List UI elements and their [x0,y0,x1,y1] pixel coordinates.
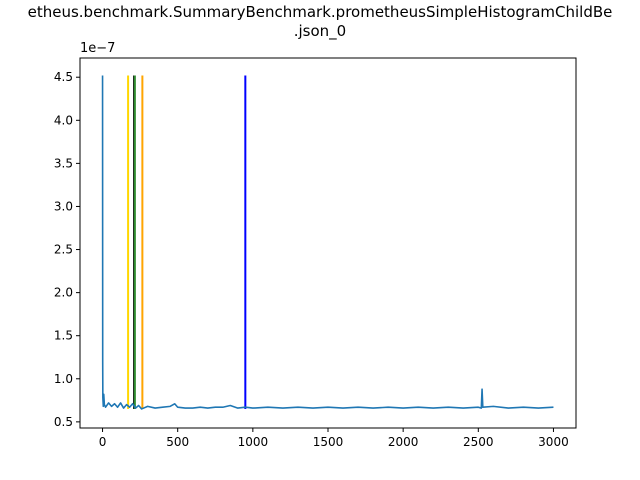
x-tick-label: 0 [99,435,107,449]
y-offset-label: 1e−7 [80,41,115,56]
y-tick-label: 3.0 [54,199,73,213]
y-tick-label: 4.0 [54,113,73,127]
series-line-0 [101,75,554,410]
x-tick-label: 3000 [538,435,569,449]
x-tick-label: 1500 [313,435,344,449]
y-tick-label: 2.5 [54,243,73,257]
y-axis: 0.5 1.0 1.5 2.0 2.5 3.0 3.5 4.0 4.5 [54,70,80,429]
chart-title-line1: etheus.benchmark.SummaryBenchmark.promet… [28,3,613,21]
plot-area [80,58,576,428]
y-tick-label: 2.0 [54,286,73,300]
series-layer [101,75,554,410]
y-tick-label: 1.5 [54,329,73,343]
x-tick-label: 2000 [388,435,419,449]
y-tick-label: 4.5 [54,70,73,84]
vertical-marker-lines [127,75,247,409]
y-tick-label: 3.5 [54,156,73,170]
x-tick-label: 2500 [463,435,494,449]
y-tick-label: 1.0 [54,372,73,386]
x-tick-label: 1000 [238,435,269,449]
x-tick-label: 500 [166,435,189,449]
chart-title-line2: .json_0 [294,22,346,41]
x-axis: 0 500 1000 1500 2000 2500 3000 [99,428,569,449]
y-tick-label: 0.5 [54,415,73,429]
